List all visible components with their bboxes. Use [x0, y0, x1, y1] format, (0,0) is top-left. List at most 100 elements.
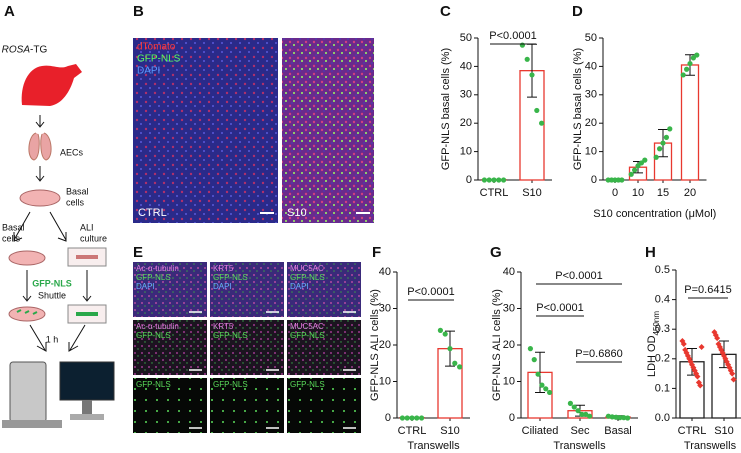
panel-label: G	[490, 244, 502, 261]
micrograph	[210, 262, 284, 317]
data-point	[457, 364, 463, 370]
data-point	[527, 346, 534, 352]
x-tick-label: CTRL	[678, 425, 707, 437]
legend-text: DAPI	[137, 66, 160, 77]
y-tick-label: 10	[460, 146, 472, 158]
data-point	[501, 177, 507, 183]
data-point	[619, 177, 625, 183]
tile-label: S10	[287, 207, 307, 219]
data-point	[613, 414, 619, 420]
data-point	[694, 373, 701, 380]
y-tick-label: 20	[585, 117, 597, 129]
data-point	[539, 120, 545, 126]
tile-label: MUC5AC	[290, 264, 324, 273]
panel-label: C	[440, 3, 451, 20]
tile-label: Ac-α-tubulin	[136, 322, 179, 331]
micrograph	[287, 320, 361, 375]
data-point	[698, 343, 705, 350]
ali-label: ALI	[80, 222, 94, 232]
y-tick-label: 0.0	[655, 412, 670, 424]
data-point	[481, 177, 487, 183]
y-axis-label: GFP-NLS ALI cells (%)	[491, 289, 503, 401]
x-tick-label: 0	[612, 187, 618, 199]
panel-b: dTomato GFP-NLS DAPI CTRL S10	[133, 38, 374, 223]
y-tick-label: 30	[503, 302, 515, 314]
x-tick-label: S10	[522, 187, 542, 199]
y-axis-label: GFP-NLS basal cells (%)	[572, 48, 584, 170]
data-point	[621, 415, 627, 421]
data-point	[680, 72, 686, 78]
tile-label: GFP-NLS	[213, 331, 248, 340]
significance-label: P<0.0001	[536, 302, 583, 314]
data-point	[632, 167, 638, 173]
data-point	[653, 154, 659, 160]
y-tick-label: 10	[379, 375, 391, 387]
data-point	[531, 357, 537, 363]
arrow	[29, 324, 86, 352]
data-point	[638, 160, 645, 166]
mouse-label: ROSA	[2, 45, 31, 56]
dish-icon	[8, 250, 46, 266]
data-point	[539, 382, 545, 388]
y-tick-label: 30	[460, 89, 472, 101]
x-tick-label: S10	[714, 425, 734, 437]
data-point	[437, 327, 443, 333]
data-point	[587, 413, 593, 419]
y-tick-label: 50	[460, 32, 472, 44]
data-point	[729, 370, 736, 377]
y-tick-label: 0	[509, 412, 515, 424]
shuttle-label: Shuttle	[38, 290, 66, 300]
data-point	[534, 107, 540, 114]
tile-label: DAPI	[290, 282, 309, 291]
micrograph	[133, 378, 207, 433]
data-point	[690, 55, 697, 61]
y-tick-label: 0.5	[655, 264, 670, 276]
x-tick-label: Ciliated	[522, 425, 559, 437]
panel-label: F	[372, 244, 381, 261]
microscope-icon	[2, 420, 62, 428]
ali-label: culture	[80, 233, 107, 243]
micrograph	[133, 320, 207, 375]
data-point	[452, 360, 458, 366]
y-tick-label: 20	[379, 339, 391, 351]
data-point	[697, 382, 704, 389]
data-point	[625, 415, 631, 421]
y-tick-label: 20	[460, 117, 472, 129]
data-point	[519, 42, 526, 48]
micrograph	[133, 38, 278, 223]
data-point	[609, 414, 615, 420]
mouse-label: -TG	[30, 45, 47, 56]
tile-label: GFP-NLS	[290, 380, 325, 389]
data-point	[680, 341, 687, 347]
data-point	[491, 177, 497, 183]
y-tick-label: 0	[591, 174, 597, 186]
microscope-icon	[9, 361, 47, 423]
y-tick-label: 40	[460, 60, 472, 72]
y-tick-label: 0	[466, 174, 472, 186]
monitor-icon	[70, 414, 104, 420]
transwell-icon	[76, 312, 98, 316]
y-tick-label: 50	[585, 32, 597, 44]
panel-label: E	[133, 244, 143, 261]
tile-label: MUC5AC	[290, 322, 324, 331]
data-point	[419, 415, 425, 421]
y-tick-label: 10	[585, 146, 597, 158]
data-point	[694, 52, 700, 58]
micrograph	[210, 378, 284, 433]
data-point	[579, 411, 585, 417]
panel-label: D	[572, 3, 583, 20]
monitor-icon	[82, 400, 92, 414]
time-label: 1 h	[46, 334, 59, 344]
panel-label: A	[4, 3, 15, 20]
y-tick-label: 30	[585, 89, 597, 101]
panel-label: H	[645, 244, 656, 261]
tile-label: CTRL	[138, 207, 167, 219]
x-axis-label: S10 concentration (μMol)	[593, 208, 716, 220]
arrow	[22, 270, 92, 302]
y-tick-label: 40	[585, 60, 597, 72]
data-point	[635, 163, 641, 169]
dish-icon	[8, 306, 46, 322]
data-point	[524, 56, 530, 62]
tile-label: GFP-NLS	[290, 273, 325, 282]
bar	[680, 64, 700, 181]
